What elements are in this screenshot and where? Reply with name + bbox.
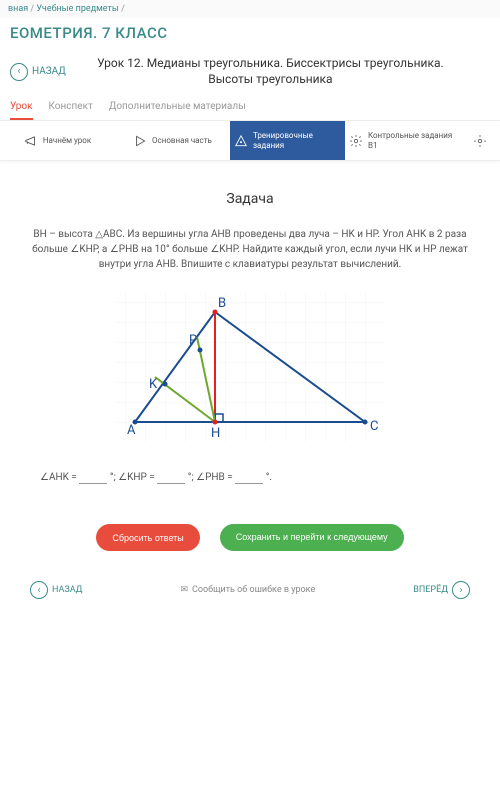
report-error-link[interactable]: ✉ Сообщить об ошибке в уроке <box>181 585 316 595</box>
mail-icon: ✉ <box>181 585 189 595</box>
chevron-right-icon: › <box>452 581 470 599</box>
tabs: Урок Конспект Дополнительные материалы <box>0 95 500 121</box>
play-icon <box>133 134 147 148</box>
tab-notes[interactable]: Конспект <box>49 95 93 120</box>
step-training[interactable]: Тренировочные задания <box>230 121 345 160</box>
input-ahk[interactable] <box>79 472 107 484</box>
answer-label-1: ∠AHK = <box>40 472 79 483</box>
nav-back-label: НАЗАД <box>52 585 82 595</box>
label-H: H <box>211 426 220 441</box>
input-phb[interactable] <box>235 472 263 484</box>
lesson-title: Урок 12. Медианы треугольника. Биссектри… <box>81 56 490 87</box>
step-start-label: Начнём урок <box>43 136 91 146</box>
input-khp[interactable] <box>157 472 185 484</box>
label-A: A <box>127 423 136 438</box>
answer-inputs: ∠AHK = °; ∠KHP = °; ∠PHB = °. <box>20 472 480 484</box>
problem-text: BH – высота △ABC. Из вершины угла AHB пр… <box>20 227 480 272</box>
label-B: B <box>218 296 226 311</box>
report-label: Сообщить об ошибке в уроке <box>192 585 315 595</box>
nav-back-button[interactable]: ‹ НАЗАД <box>30 581 82 599</box>
back-label: НАЗАД <box>32 66 66 77</box>
megaphone-icon <box>24 134 38 148</box>
reset-button[interactable]: Сбросить ответы <box>96 524 199 551</box>
content: Задача BH – высота △ABC. Из вершины угла… <box>0 161 500 649</box>
gear-icon <box>473 134 487 148</box>
step-training-label: Тренировочные задания <box>253 131 341 150</box>
step-main-label: Основная часть <box>152 136 212 146</box>
nav-forward-label: ВПЕРЁД <box>413 585 448 595</box>
save-button[interactable]: Сохранить и перейти к следующему <box>220 524 404 551</box>
problem-heading: Задача <box>20 191 480 207</box>
footer-nav: ‹ НАЗАД ✉ Сообщить об ошибке в уроке ВПЕ… <box>20 571 480 619</box>
chevron-left-icon: ‹ <box>30 581 48 599</box>
step-extra[interactable] <box>460 121 500 160</box>
step-control-label: Контрольные задания В1 <box>368 131 456 150</box>
gear-icon <box>349 134 363 148</box>
chevron-left-icon: ‹ <box>10 63 28 81</box>
label-K: K <box>149 377 158 392</box>
answer-label-2: °; ∠KHP = <box>107 472 157 483</box>
geometry-figure: A B C H K P <box>105 282 395 452</box>
label-P: P <box>189 333 197 348</box>
breadcrumb-home[interactable]: вная <box>8 4 28 14</box>
step-main[interactable]: Основная часть <box>115 121 230 160</box>
answer-label-4: °. <box>263 472 272 483</box>
label-C: C <box>370 419 378 434</box>
step-control[interactable]: Контрольные задания В1 <box>345 121 460 160</box>
breadcrumb: вная / Учебные предметы / <box>0 0 500 18</box>
nav-forward-button[interactable]: ВПЕРЁД › <box>413 581 470 599</box>
course-title: ЕОМЕТРИЯ. 7 КЛАСС <box>10 24 490 42</box>
lesson-header: ‹ НАЗАД Урок 12. Медианы треугольника. Б… <box>0 48 500 95</box>
tab-lesson[interactable]: Урок <box>10 95 33 120</box>
back-button[interactable]: ‹ НАЗАД <box>10 63 66 81</box>
answer-label-3: °; ∠PHB = <box>185 472 235 483</box>
breadcrumb-subjects[interactable]: Учебные предметы <box>36 4 118 14</box>
title-bar: ЕОМЕТРИЯ. 7 КЛАСС <box>0 18 500 48</box>
step-start[interactable]: Начнём урок <box>0 121 115 160</box>
steps-nav: Начнём урок Основная часть Тренировочные… <box>0 121 500 161</box>
triangle-icon <box>234 134 248 148</box>
action-buttons: Сбросить ответы Сохранить и перейти к сл… <box>20 524 480 551</box>
tab-extra[interactable]: Дополнительные материалы <box>109 95 246 120</box>
